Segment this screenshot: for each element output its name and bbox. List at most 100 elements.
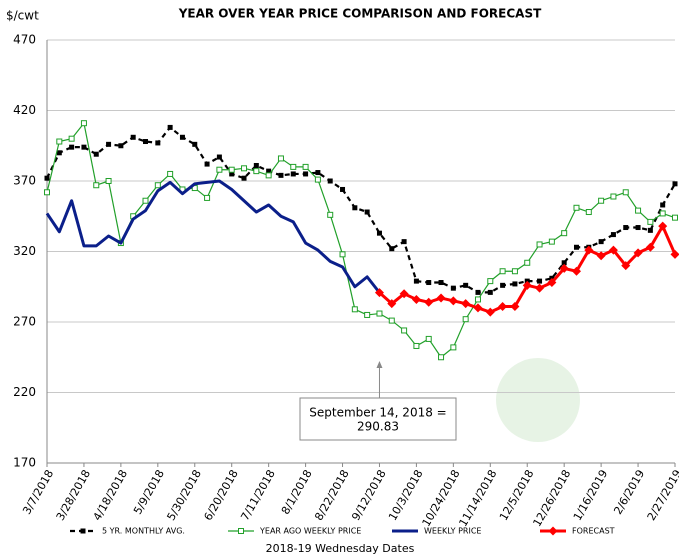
marker (80, 528, 86, 534)
x-tick-label: 8/22/2018 (312, 468, 351, 523)
marker (438, 280, 444, 286)
marker (598, 197, 605, 204)
marker (536, 241, 543, 248)
marker (485, 307, 495, 317)
y-tick-label: 320 (13, 244, 36, 258)
marker (56, 150, 62, 156)
marker (216, 154, 222, 160)
marker (425, 335, 432, 342)
marker (81, 144, 87, 150)
marker (658, 221, 668, 231)
marker (645, 242, 655, 252)
marker (277, 155, 284, 162)
marker (130, 134, 136, 140)
y-tick-label: 470 (13, 33, 36, 47)
x-tick-label: 1/16/2019 (571, 468, 610, 523)
marker (512, 281, 518, 287)
marker (154, 182, 161, 189)
x-tick-label: 11/14/2018 (457, 468, 500, 529)
y-tick-label: 170 (13, 456, 36, 470)
marker (229, 171, 235, 177)
marker (438, 354, 445, 361)
marker (461, 299, 471, 309)
marker (498, 301, 508, 311)
marker (389, 246, 395, 252)
marker (450, 285, 456, 291)
marker (413, 278, 419, 284)
x-tick-label: 12/5/2018 (497, 468, 536, 523)
marker (598, 239, 604, 245)
marker (238, 528, 244, 534)
marker (573, 204, 580, 211)
marker (411, 294, 421, 304)
marker (473, 303, 483, 313)
series-line (46, 122, 676, 358)
marker (327, 211, 334, 218)
marker (266, 168, 272, 174)
x-tick-label: 3/28/2018 (54, 468, 93, 523)
marker (623, 225, 629, 231)
x-tick-label: 10/3/2018 (386, 468, 425, 523)
marker (253, 168, 260, 175)
marker (364, 209, 370, 215)
marker (487, 289, 493, 295)
x-tick-label: 5/9/2018 (131, 468, 167, 517)
marker (290, 163, 297, 170)
marker (499, 268, 506, 275)
series-line (45, 179, 381, 294)
marker (167, 170, 174, 177)
marker (610, 193, 617, 200)
marker (106, 141, 112, 147)
marker (401, 327, 408, 334)
marker (241, 165, 248, 172)
marker (303, 171, 309, 177)
marker (315, 170, 321, 176)
marker (584, 245, 594, 255)
marker (179, 134, 185, 140)
legend-label: FORECAST (572, 527, 615, 536)
marker (535, 283, 545, 293)
marker (376, 310, 383, 317)
marker (585, 209, 592, 216)
marker (474, 296, 481, 303)
marker (253, 162, 259, 168)
marker (351, 306, 358, 313)
marker (537, 278, 543, 284)
marker (399, 289, 409, 299)
marker (547, 278, 557, 288)
marker (548, 238, 555, 245)
marker (463, 282, 469, 288)
chart-title: YEAR OVER YEAR PRICE COMPARISON AND FORE… (178, 7, 542, 21)
marker (524, 259, 531, 266)
marker (647, 218, 654, 225)
annotation-text: 290.83 (357, 420, 399, 434)
y-tick-label: 220 (13, 385, 36, 399)
marker (314, 176, 321, 183)
marker (475, 289, 481, 295)
marker (167, 124, 173, 130)
marker (448, 296, 458, 306)
marker (559, 263, 569, 273)
marker (327, 178, 333, 184)
marker (561, 260, 567, 266)
marker (143, 139, 149, 145)
marker (192, 141, 198, 147)
marker (647, 227, 653, 233)
logo (496, 358, 580, 442)
marker (340, 186, 346, 192)
x-tick-label: 9/12/2018 (349, 468, 388, 523)
x-tick-label: 8/1/2018 (279, 468, 315, 517)
marker (633, 248, 643, 258)
marker (216, 166, 223, 173)
x-tick-label: 12/26/2018 (530, 468, 573, 529)
marker (204, 194, 211, 201)
legend-label: WEEKLY PRICE (424, 527, 481, 536)
marker (374, 288, 384, 298)
annotation-text: September 14, 2018 = (309, 406, 446, 420)
marker (436, 293, 446, 303)
marker (635, 207, 642, 214)
legend-label: YEAR AGO WEEKLY PRICE (259, 527, 361, 536)
marker (44, 189, 50, 196)
marker (670, 249, 679, 259)
